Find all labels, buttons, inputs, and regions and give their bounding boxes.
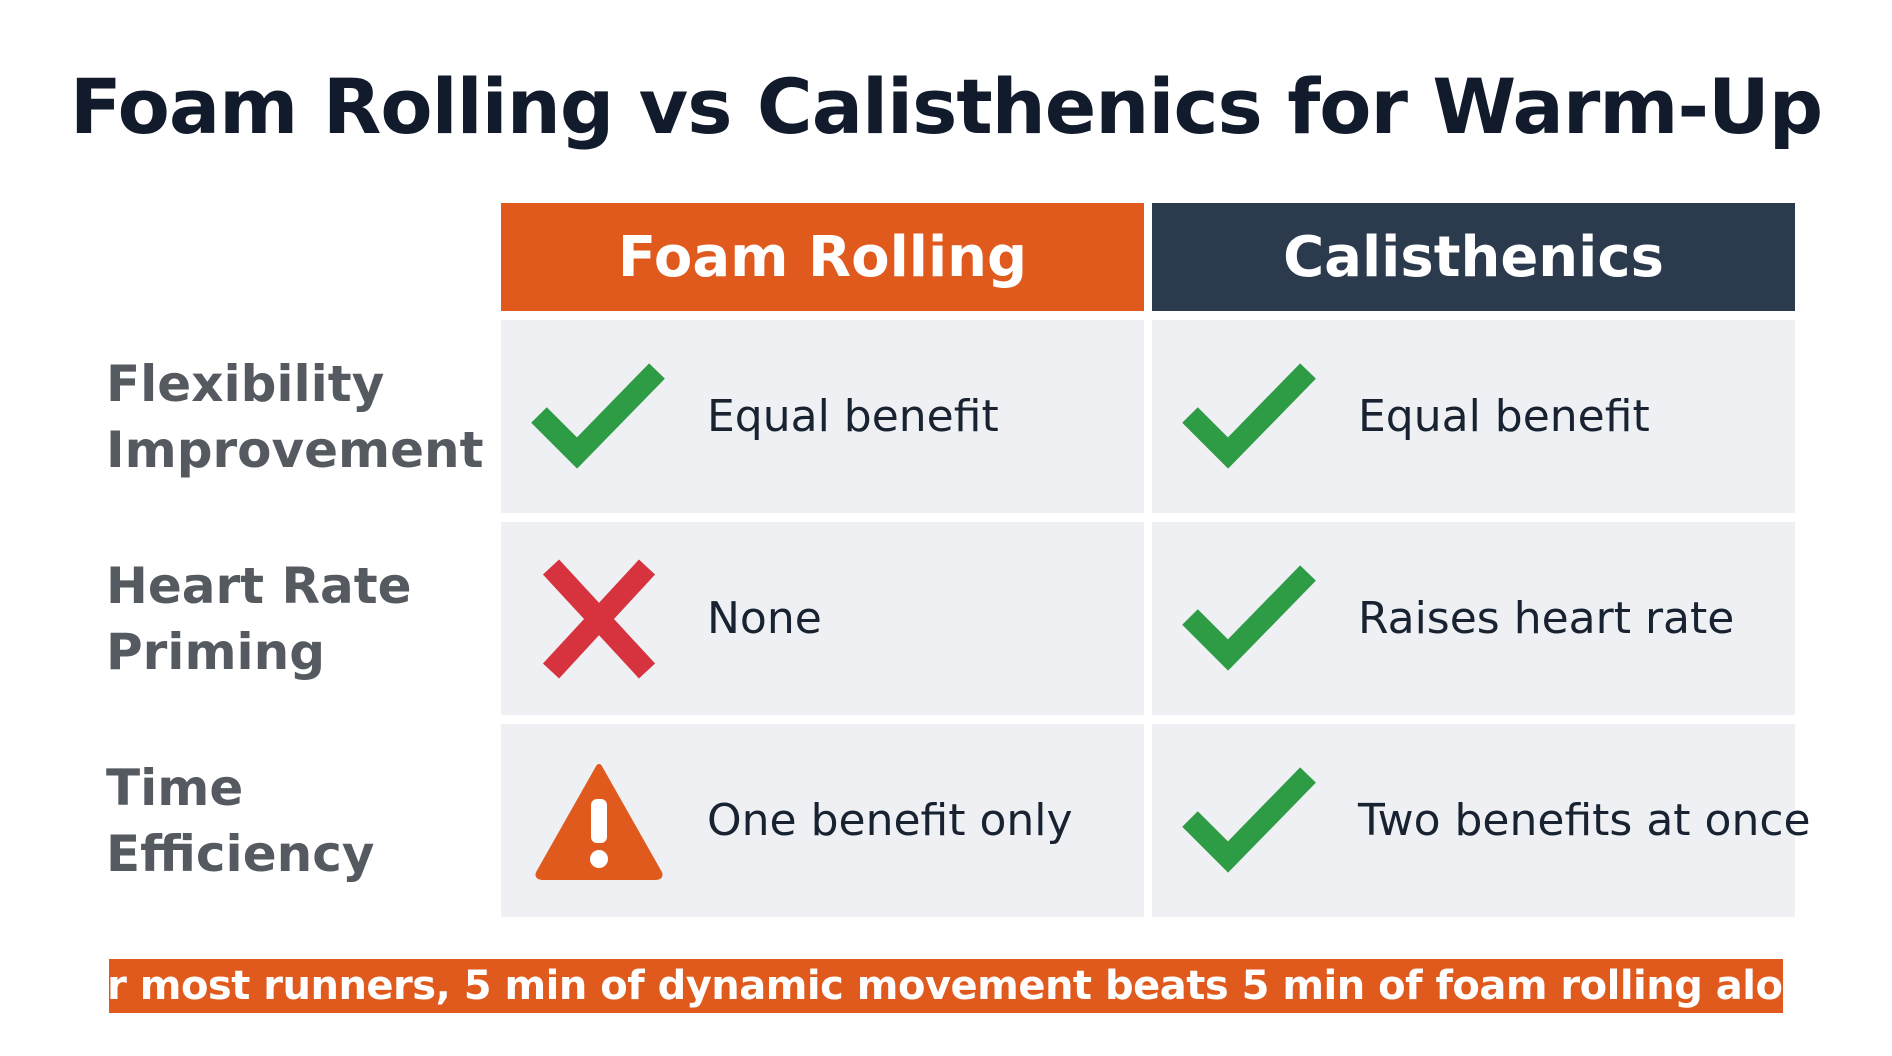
row-label: Flexibility Improvement bbox=[106, 354, 484, 479]
title: Foam Rolling vs Calisthenics for Warm-Up bbox=[69, 62, 1823, 151]
table-cell: Two benefits at once bbox=[1152, 724, 1811, 917]
table-cell: One benefit only bbox=[501, 724, 1144, 917]
column-header: Foam Rolling bbox=[501, 203, 1144, 311]
cell-text: None bbox=[707, 593, 822, 644]
footer-banner: For most runners, 5 min of dynamic movem… bbox=[55, 959, 1838, 1013]
table-cell: None bbox=[501, 522, 1144, 715]
cell-text: Equal benefit bbox=[707, 391, 999, 442]
check-icon bbox=[1182, 564, 1316, 671]
cell-text: Equal benefit bbox=[1358, 391, 1650, 442]
warning-icon bbox=[535, 763, 663, 880]
table-cell: Equal benefit bbox=[501, 320, 1144, 513]
row-label: Time Efficiency bbox=[106, 758, 375, 883]
cell-text: Raises heart rate bbox=[1358, 593, 1735, 644]
check-icon bbox=[531, 362, 665, 469]
row-label: Heart Rate Priming bbox=[106, 556, 412, 681]
check-icon bbox=[1182, 766, 1316, 873]
column-header: Calisthenics bbox=[1152, 203, 1795, 311]
cross-icon bbox=[542, 559, 656, 678]
cell-text: One benefit only bbox=[707, 795, 1073, 846]
cell-text: Two benefits at once bbox=[1358, 795, 1811, 846]
table-cell: Raises heart rate bbox=[1152, 522, 1795, 715]
table-cell: Equal benefit bbox=[1152, 320, 1795, 513]
check-icon bbox=[1182, 362, 1316, 469]
